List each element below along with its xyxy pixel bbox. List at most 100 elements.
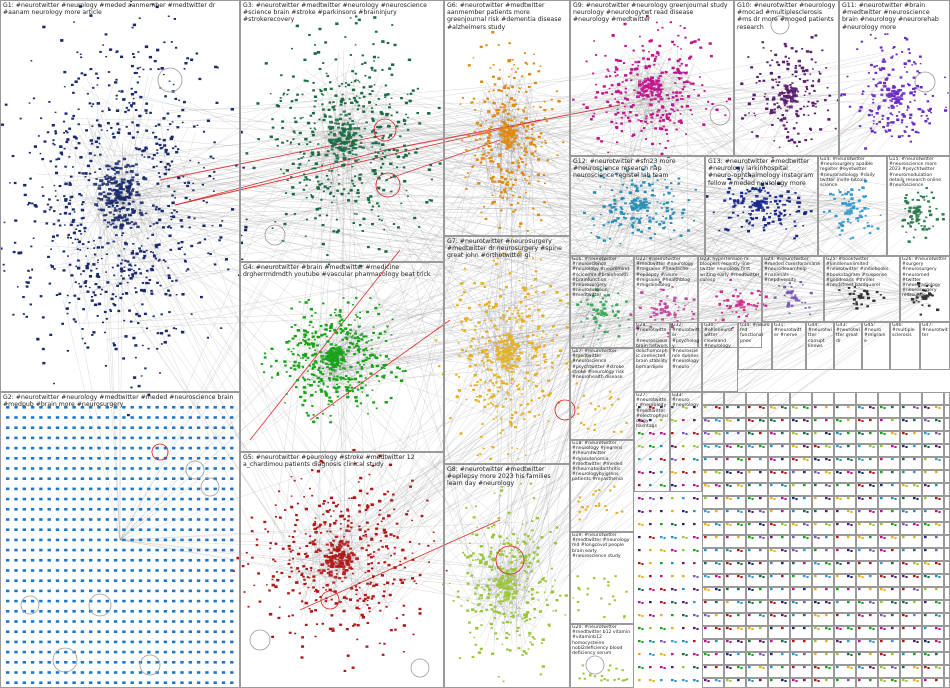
- edge: [306, 510, 341, 525]
- edge: [119, 121, 521, 541]
- g3-node: [383, 156, 387, 159]
- g1-node: [206, 119, 210, 122]
- edge: [77, 301, 597, 324]
- edge: [343, 514, 352, 582]
- g1-node: [139, 211, 143, 215]
- g3-node: [304, 235, 307, 237]
- edge: [296, 91, 346, 143]
- g6-node: [508, 42, 511, 45]
- g1-node: [158, 143, 162, 147]
- g1-node: [98, 142, 101, 145]
- g5-node: [323, 500, 326, 503]
- edge: [330, 160, 335, 198]
- g3-node: [269, 93, 272, 95]
- g5-node: [329, 525, 332, 527]
- g3-node: [283, 222, 287, 226]
- g6-node: [492, 63, 495, 66]
- g1-node: [63, 70, 67, 74]
- edge: [105, 216, 521, 354]
- g5-node: [337, 503, 340, 506]
- edge: [488, 169, 497, 197]
- g7-node: [474, 399, 478, 402]
- g3-node: [379, 148, 382, 150]
- edge: [278, 562, 350, 626]
- g4-node: [364, 384, 367, 386]
- g6-node: [555, 90, 558, 93]
- edge: [487, 314, 741, 594]
- g4-node: [304, 334, 308, 337]
- g3-node: [362, 110, 366, 113]
- g6-node: [507, 87, 510, 90]
- g1-node: [80, 217, 84, 220]
- g4-node: [313, 366, 316, 369]
- g8-node: [512, 533, 515, 536]
- g3-node: [257, 138, 260, 141]
- g4-node: [334, 344, 338, 347]
- g8-node: [489, 552, 493, 555]
- g4-node: [314, 391, 317, 393]
- g3-node: [274, 138, 277, 141]
- g7-node: [521, 325, 524, 327]
- g1-node: [84, 342, 87, 345]
- g6-node: [525, 125, 530, 128]
- g1-node: [135, 191, 139, 194]
- edge: [489, 122, 494, 173]
- g1-node: [208, 174, 212, 178]
- g1-node: [81, 172, 85, 175]
- g1-node: [80, 208, 84, 212]
- g1-node: [66, 349, 69, 352]
- g3-node: [370, 208, 373, 211]
- g1-node: [197, 242, 199, 244]
- edge: [529, 113, 677, 526]
- g5-node: [284, 509, 287, 511]
- edge: [464, 288, 860, 600]
- g4-node: [364, 347, 368, 350]
- g4-node: [365, 335, 368, 338]
- g4-node: [318, 366, 321, 369]
- g5-node: [288, 559, 291, 561]
- g1-node: [121, 293, 124, 295]
- edge: [88, 120, 116, 173]
- g4-node: [348, 378, 352, 381]
- g7-node: [484, 348, 488, 352]
- g3-node: [271, 118, 274, 121]
- g1-node: [177, 148, 180, 151]
- g3-node: [370, 161, 372, 164]
- edge: [380, 198, 845, 602]
- g6-node: [544, 141, 547, 144]
- edge: [300, 333, 486, 624]
- g1-node: [160, 209, 164, 213]
- g7-node: [536, 351, 539, 354]
- g7-node: [565, 293, 569, 296]
- g6-node: [503, 131, 506, 134]
- edge: [316, 132, 766, 221]
- edge: [332, 323, 364, 394]
- edge: [359, 219, 727, 378]
- g4-node: [334, 308, 337, 311]
- edge: [492, 308, 509, 345]
- g1-node: [97, 275, 101, 278]
- g4-node: [356, 405, 359, 408]
- g1-node: [65, 140, 69, 144]
- g4-node: [379, 354, 382, 357]
- g7-node: [499, 347, 503, 350]
- g1-node: [106, 242, 110, 245]
- g6-node: [477, 182, 481, 185]
- edge: [55, 151, 116, 181]
- g3-node: [303, 58, 307, 61]
- g3-node: [282, 94, 285, 96]
- g1-node: [85, 266, 89, 270]
- g8-node: [500, 485, 504, 488]
- g1-node: [214, 65, 218, 69]
- g8-node: [505, 620, 510, 624]
- g1-node: [136, 181, 139, 183]
- g1-node: [73, 208, 75, 211]
- edge: [334, 182, 842, 197]
- g5-node: [350, 497, 353, 499]
- g3-node: [396, 120, 401, 124]
- edge: [484, 604, 503, 607]
- g6-node: [510, 178, 512, 181]
- g7-node: [478, 341, 480, 343]
- g7-node: [520, 318, 524, 321]
- g1-node: [68, 156, 71, 158]
